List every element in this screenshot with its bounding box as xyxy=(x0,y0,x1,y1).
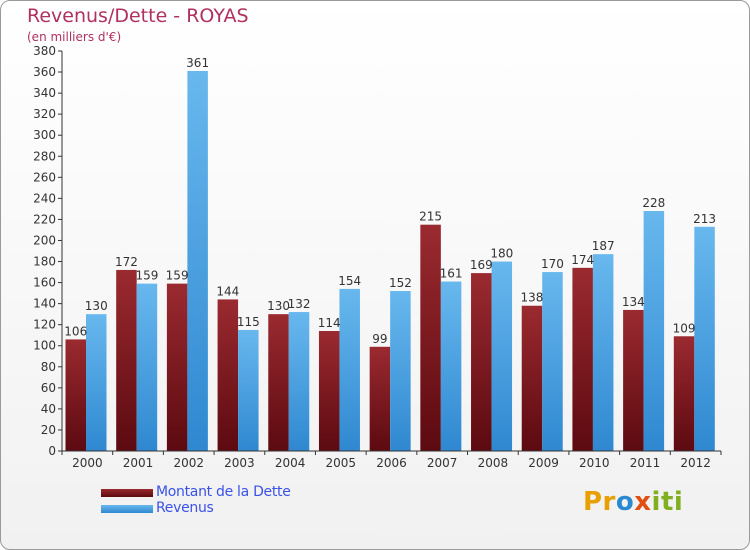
x-tick-label: 2002 xyxy=(173,456,204,470)
y-tick-label: 320 xyxy=(33,107,56,121)
data-label: 152 xyxy=(389,276,412,290)
bar-debt xyxy=(572,267,593,451)
legend-label-debt: Montant de la Dette xyxy=(156,484,291,500)
y-tick-label: 380 xyxy=(33,44,56,58)
legend-swatch-debt xyxy=(101,489,153,497)
data-label: 134 xyxy=(622,295,645,309)
bar-revenus xyxy=(187,71,208,451)
bar-debt xyxy=(166,283,188,451)
x-tick-label: 2005 xyxy=(326,456,357,470)
data-label: 170 xyxy=(541,257,564,271)
x-tick-label: 2001 xyxy=(123,456,154,470)
x-tick-label: 2006 xyxy=(376,456,407,470)
x-tick-label: 2000 xyxy=(72,456,103,470)
data-label: 109 xyxy=(673,321,696,335)
x-tick-label: 2008 xyxy=(478,456,509,470)
bar-debt xyxy=(268,314,289,451)
data-label: 215 xyxy=(419,210,442,224)
bar-debt xyxy=(673,336,695,451)
data-label: 180 xyxy=(490,247,513,261)
data-label: 106 xyxy=(64,324,87,338)
data-label: 213 xyxy=(693,212,716,226)
y-tick-label: 280 xyxy=(33,149,56,163)
data-label: 169 xyxy=(470,258,493,272)
bar-debt xyxy=(116,269,137,451)
bar-revenus xyxy=(592,254,614,451)
y-tick-label: 200 xyxy=(33,233,56,247)
legend-swatch-revenus xyxy=(101,505,153,513)
data-label: 130 xyxy=(85,299,108,313)
y-tick-label: 20 xyxy=(41,423,56,437)
bar-debt xyxy=(471,273,492,451)
x-tick-label: 2009 xyxy=(528,456,559,470)
data-label: 172 xyxy=(115,255,138,269)
data-label: 174 xyxy=(571,253,594,267)
data-label: 99 xyxy=(372,332,387,346)
bar-revenus xyxy=(694,226,715,451)
y-tick-label: 220 xyxy=(33,212,56,226)
y-tick-label: 0 xyxy=(48,444,56,458)
y-tick-label: 120 xyxy=(33,318,56,332)
data-label: 361 xyxy=(186,56,209,70)
data-label: 187 xyxy=(592,239,615,253)
x-tick-label: 2011 xyxy=(630,456,661,470)
y-tick-label: 160 xyxy=(33,276,56,290)
y-tick-label: 360 xyxy=(33,65,56,79)
bar-revenus xyxy=(238,329,259,451)
y-tick-label: 340 xyxy=(33,86,56,100)
bar-revenus xyxy=(288,312,310,451)
data-label: 115 xyxy=(237,315,260,329)
data-label: 154 xyxy=(338,274,361,288)
bar-debt xyxy=(420,224,441,451)
proxiti-logo: Proxiti xyxy=(583,487,684,517)
y-tick-label: 40 xyxy=(41,402,56,416)
y-tick-label: 240 xyxy=(33,191,56,205)
y-tick-label: 100 xyxy=(33,339,56,353)
bar-revenus xyxy=(390,291,411,451)
legend-label-revenus: Revenus xyxy=(156,500,214,516)
data-label: 132 xyxy=(288,297,311,311)
bar-debt xyxy=(318,331,340,451)
bar-revenus xyxy=(339,288,360,451)
x-tick-label: 2007 xyxy=(427,456,458,470)
bar-debt xyxy=(217,299,239,451)
y-tick-label: 140 xyxy=(33,297,56,311)
y-tick-label: 180 xyxy=(33,255,56,269)
data-label: 130 xyxy=(267,299,290,313)
bar-revenus xyxy=(440,281,462,451)
bar-revenus xyxy=(643,211,665,451)
data-label: 138 xyxy=(521,291,544,305)
bar-revenus xyxy=(491,261,513,451)
data-label: 159 xyxy=(135,269,158,283)
bar-debt xyxy=(369,346,391,451)
y-tick-label: 80 xyxy=(41,360,56,374)
y-tick-label: 260 xyxy=(33,170,56,184)
bar-revenus xyxy=(542,272,563,451)
bar-debt xyxy=(521,305,543,451)
bar-debt xyxy=(623,309,644,451)
data-label: 144 xyxy=(216,284,239,298)
bar-revenus xyxy=(136,283,158,451)
bar-revenus xyxy=(86,314,107,451)
data-label: 161 xyxy=(440,267,463,281)
x-tick-label: 2004 xyxy=(275,456,306,470)
y-tick-label: 300 xyxy=(33,128,56,142)
bar-debt xyxy=(65,339,86,451)
y-tick-label: 60 xyxy=(41,381,56,395)
data-label: 228 xyxy=(642,196,665,210)
x-tick-label: 2003 xyxy=(224,456,255,470)
x-tick-label: 2010 xyxy=(579,456,610,470)
data-label: 159 xyxy=(166,269,189,283)
chart-subtitle: (en milliers d'€) xyxy=(27,30,122,44)
x-tick-label: 2012 xyxy=(680,456,711,470)
chart-title: Revenus/Dette - ROYAS xyxy=(27,5,249,27)
data-label: 114 xyxy=(318,316,341,330)
